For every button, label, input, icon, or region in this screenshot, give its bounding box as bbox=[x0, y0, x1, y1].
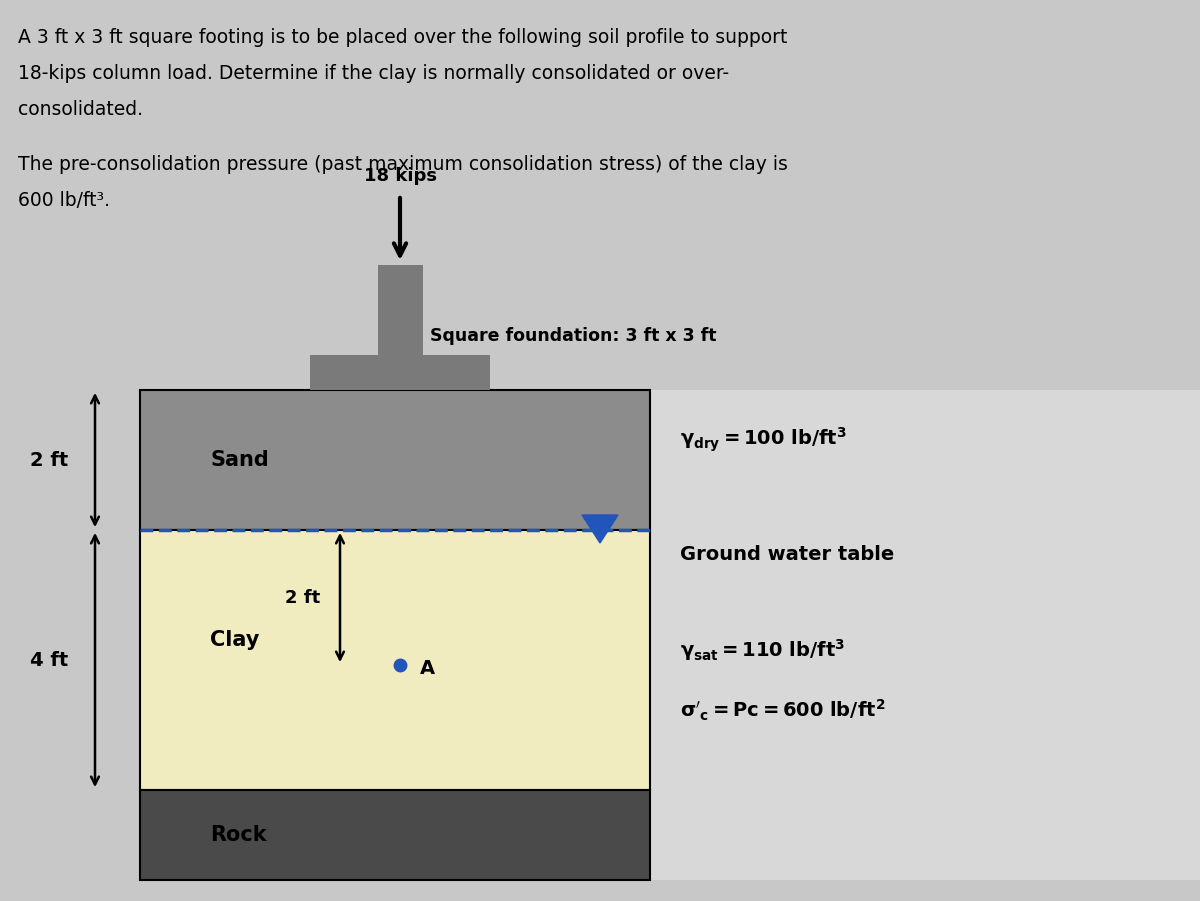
Text: $\mathbf{\sigma'_c}$$\mathbf{= Pc = 600\ lb/ft^2}$: $\mathbf{\sigma'_c}$$\mathbf{= Pc = 600\… bbox=[680, 697, 886, 723]
Text: 18-kips column load. Determine if the clay is normally consolidated or over-: 18-kips column load. Determine if the cl… bbox=[18, 64, 730, 83]
Bar bbox=[140, 530, 650, 790]
Text: $\mathbf{\gamma_{sat}}$$\mathbf{= 110\ lb/ft^3}$: $\mathbf{\gamma_{sat}}$$\mathbf{= 110\ l… bbox=[680, 637, 845, 663]
Text: 2 ft: 2 ft bbox=[30, 450, 68, 469]
Text: A 3 ft x 3 ft square footing is to be placed over the following soil profile to : A 3 ft x 3 ft square footing is to be pl… bbox=[18, 28, 787, 47]
Text: 2 ft: 2 ft bbox=[284, 589, 320, 607]
Text: Sand: Sand bbox=[210, 450, 269, 470]
Bar bbox=[140, 390, 650, 530]
Text: Rock: Rock bbox=[210, 825, 266, 845]
Text: $\mathbf{\gamma_{dry}}$$\mathbf{= 100\ lb/ft^3}$: $\mathbf{\gamma_{dry}}$$\mathbf{= 100\ l… bbox=[680, 426, 847, 454]
Text: 18 kips: 18 kips bbox=[364, 167, 437, 185]
Text: A: A bbox=[420, 659, 436, 678]
Text: consolidated.: consolidated. bbox=[18, 100, 143, 119]
Bar bbox=[650, 390, 1200, 880]
Polygon shape bbox=[582, 515, 618, 543]
Text: Ground water table: Ground water table bbox=[680, 545, 894, 565]
Text: The pre-consolidation pressure (past maximum consolidation stress) of the clay i: The pre-consolidation pressure (past max… bbox=[18, 155, 788, 174]
Bar bbox=[140, 790, 650, 880]
Text: 600 lb/ft³.: 600 lb/ft³. bbox=[18, 191, 110, 210]
Text: 4 ft: 4 ft bbox=[30, 651, 68, 669]
Text: Clay: Clay bbox=[210, 630, 259, 650]
Bar bbox=[310, 355, 490, 390]
Bar bbox=[378, 265, 422, 355]
Text: Square foundation: 3 ft x 3 ft: Square foundation: 3 ft x 3 ft bbox=[430, 327, 716, 345]
